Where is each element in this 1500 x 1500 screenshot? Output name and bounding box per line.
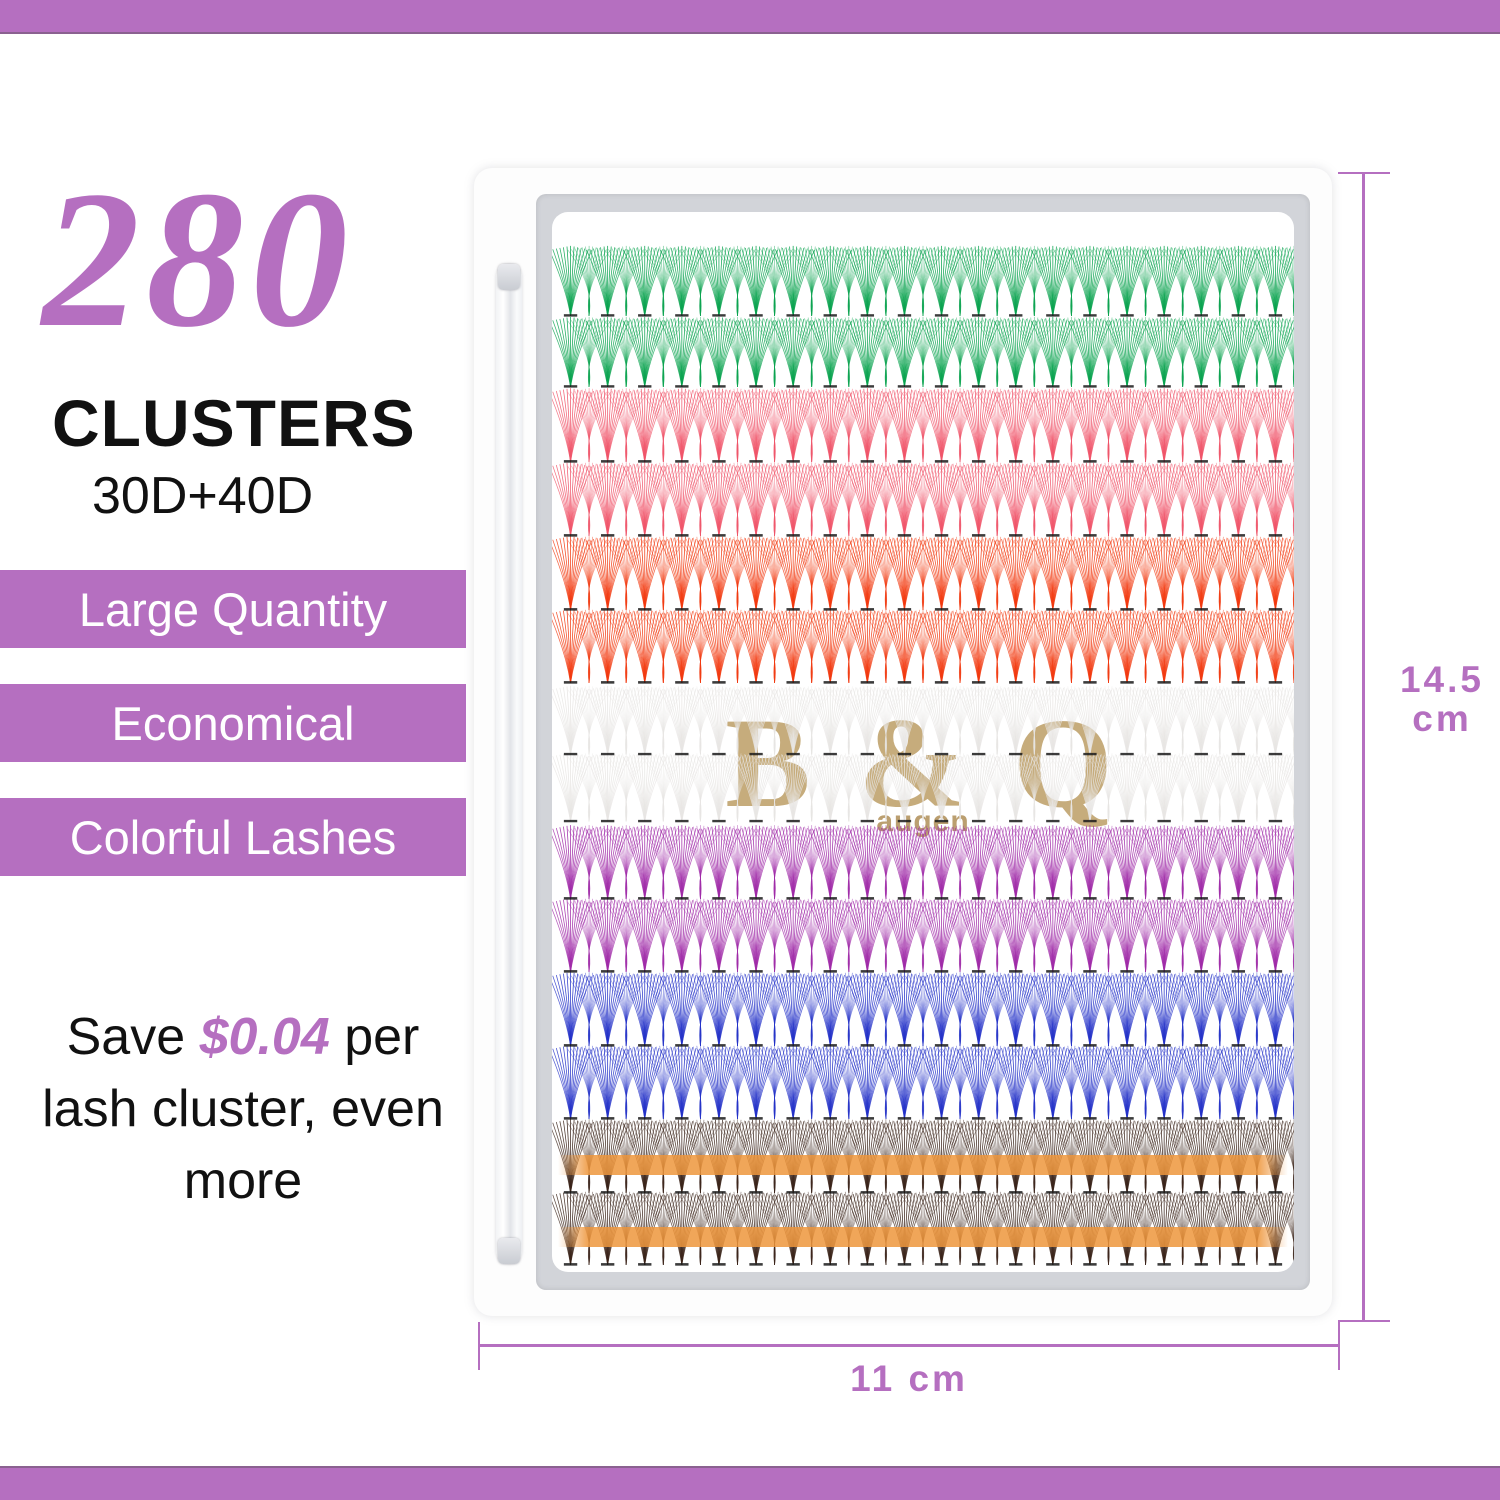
- height-dimension-label: 14.5 cm: [1392, 659, 1492, 740]
- width-dimension-label: 11 cm: [850, 1358, 968, 1399]
- lash-row: [552, 681, 1294, 761]
- height-dimension-value: 14.5: [1399, 659, 1484, 700]
- width-dimension-tick-right: [1338, 1322, 1340, 1370]
- feature-banner-economical: Economical: [0, 684, 466, 762]
- cluster-count-headline: 280: [42, 151, 354, 368]
- savings-amount: $0.04: [199, 1008, 330, 1066]
- lash-row: [552, 531, 1294, 617]
- height-dimension-line: [1362, 172, 1365, 1322]
- lash-row: [552, 967, 1294, 1053]
- case-inner-frame: B & Q augen: [536, 194, 1310, 1290]
- lash-row: [552, 241, 1294, 322]
- lash-case: B & Q augen: [474, 168, 1332, 1316]
- case-hinge-cap-bottom: [498, 1238, 520, 1264]
- lash-row: [552, 820, 1294, 906]
- savings-suffix: per lash cluster, even more: [42, 1008, 444, 1210]
- marketing-column: 280 CLUSTERS 30D+40D Large Quantity Econ…: [0, 150, 480, 1350]
- lash-density-spec: 30D+40D: [92, 467, 314, 525]
- lash-row-strip: [558, 1154, 1288, 1175]
- feature-banner-list: Large Quantity Economical Colorful Lashe…: [0, 570, 466, 912]
- cluster-unit-label: CLUSTERS: [52, 386, 416, 460]
- lash-row: [552, 748, 1294, 828]
- savings-prefix: Save: [66, 1008, 200, 1066]
- height-dimension-tick-bottom: [1338, 1320, 1390, 1322]
- height-dimension-tick-top: [1338, 172, 1390, 174]
- lash-row: [552, 1114, 1294, 1200]
- lash-row: [552, 312, 1294, 393]
- case-hinge-cap-top: [498, 264, 520, 290]
- lash-row: [552, 1040, 1294, 1126]
- feature-banner-large-quantity: Large Quantity: [0, 570, 466, 648]
- lash-row: [552, 893, 1294, 979]
- lash-row: [552, 1186, 1294, 1272]
- lash-tray: B & Q augen: [552, 212, 1294, 1272]
- height-dimension-unit: cm: [1412, 698, 1472, 740]
- width-dimension-tick-left: [478, 1322, 480, 1370]
- bottom-accent-band: [0, 1466, 1500, 1500]
- case-hinge-rod: [496, 264, 522, 1264]
- lash-row: [552, 457, 1294, 543]
- savings-statement: Save $0.04 per lash cluster, even more: [18, 1002, 468, 1217]
- top-accent-band: [0, 0, 1500, 34]
- width-dimension-line: [478, 1344, 1340, 1347]
- lash-row: [552, 604, 1294, 690]
- feature-banner-colorful-lashes: Colorful Lashes: [0, 798, 466, 876]
- lash-row-container: [552, 212, 1294, 1272]
- lash-row-strip: [558, 1227, 1288, 1248]
- lash-row: [552, 383, 1294, 469]
